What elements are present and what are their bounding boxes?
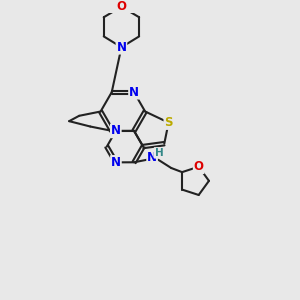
Text: N: N xyxy=(129,86,139,99)
Text: O: O xyxy=(116,0,126,13)
Text: O: O xyxy=(194,160,204,173)
Text: N: N xyxy=(116,41,126,54)
Text: H: H xyxy=(154,148,163,158)
Text: N: N xyxy=(111,156,121,169)
Text: N: N xyxy=(111,124,121,137)
Text: S: S xyxy=(164,116,173,129)
Text: N: N xyxy=(147,151,157,164)
